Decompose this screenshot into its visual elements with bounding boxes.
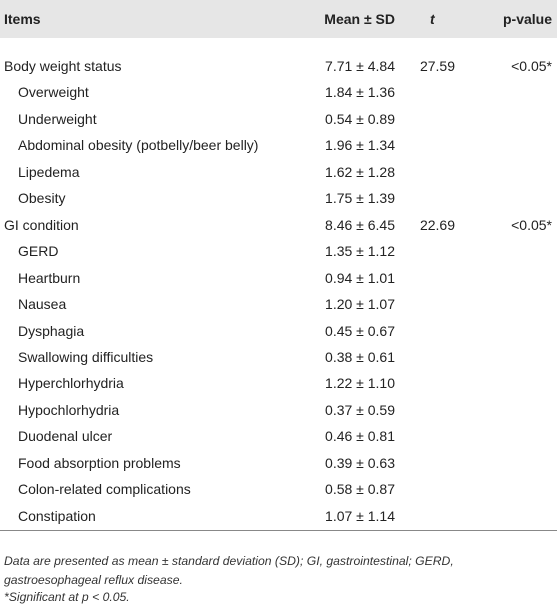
mean-sd: 0.37 ± 0.59 xyxy=(325,401,395,418)
item-label: Food absorption problems xyxy=(18,454,181,471)
item-label: Abdominal obesity (potbelly/beer belly) xyxy=(18,137,259,154)
mean-sd: 1.96 ± 1.34 xyxy=(325,137,395,154)
item-label: Hyperchlorhydria xyxy=(18,375,124,392)
p-value: <0.05* xyxy=(511,216,552,233)
header-cell: Items xyxy=(4,11,41,27)
mean-sd: 8.46 ± 6.45 xyxy=(325,216,395,233)
item-label: Swallowing difficulties xyxy=(18,348,154,365)
mean-sd: 0.54 ± 0.89 xyxy=(325,110,395,127)
footnote: Data are presented as mean ± standard de… xyxy=(4,554,454,587)
item-label: Constipation xyxy=(18,507,96,524)
mean-sd: 0.38 ± 0.61 xyxy=(325,348,395,365)
mean-sd: 0.45 ± 0.67 xyxy=(325,322,395,339)
mean-sd: 0.58 ± 0.87 xyxy=(325,481,395,498)
group-label: Body weight status xyxy=(4,58,122,74)
mean-sd: 0.94 ± 1.01 xyxy=(325,269,395,286)
item-label: Colon-related complications xyxy=(18,481,191,498)
header-row xyxy=(0,0,557,38)
mean-sd: 1.20 ± 1.07 xyxy=(325,296,395,313)
item-label: Overweight xyxy=(18,84,89,101)
item-label: GERD xyxy=(18,243,59,260)
group-label: GI condition xyxy=(4,216,79,233)
item-label: Hypochlorhydria xyxy=(18,401,120,418)
mean-sd: 1.84 ± 1.36 xyxy=(325,84,395,101)
t-value: 22.69 xyxy=(419,216,455,233)
mean-sd: 1.62 ± 1.28 xyxy=(325,163,395,180)
mean-sd: 1.35 ± 1.12 xyxy=(325,243,395,260)
t-value: 27.59 xyxy=(419,58,455,74)
item-label: Dysphagia xyxy=(18,322,85,339)
item-label: Lipedema xyxy=(18,163,80,180)
mean-sd: 1.07 ± 1.14 xyxy=(325,507,395,524)
p-value: <0.05* xyxy=(511,58,552,74)
header-cell: p-value xyxy=(502,11,552,27)
item-label: Duodenal ulcer xyxy=(18,428,113,445)
mean-sd: 0.39 ± 0.63 xyxy=(325,454,395,471)
mean-sd: 0.46 ± 0.81 xyxy=(325,428,395,445)
item-label: Obesity xyxy=(18,190,66,207)
header-cell: t xyxy=(430,11,435,27)
item-label: Heartburn xyxy=(18,269,81,286)
item-label: Nausea xyxy=(18,296,67,313)
header-cell: Mean ± SD xyxy=(324,11,395,27)
mean-sd: 1.22 ± 1.10 xyxy=(325,375,395,392)
mean-sd: 7.71 ± 4.84 xyxy=(325,58,395,74)
item-label: Underweight xyxy=(18,110,97,127)
mean-sd: 1.75 ± 1.39 xyxy=(325,190,395,207)
table-rule xyxy=(0,530,557,531)
footnote: *Significant at p < 0.05. xyxy=(4,590,130,604)
